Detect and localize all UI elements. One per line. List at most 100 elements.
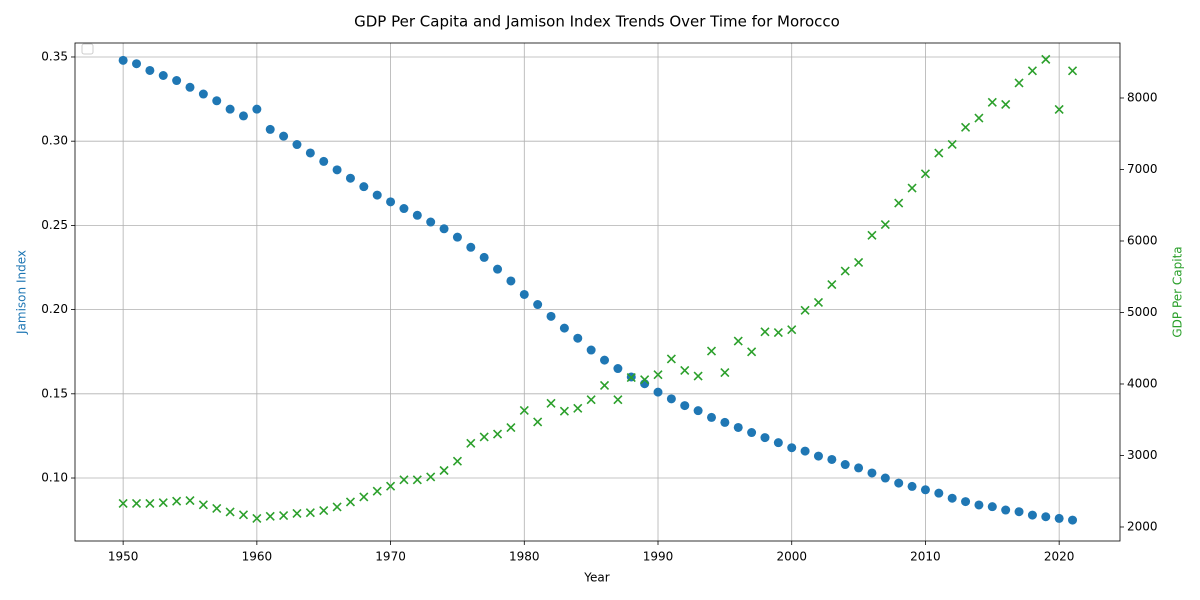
jamison-marker [1027, 510, 1037, 520]
gdp-marker [773, 327, 783, 338]
x-tick-label: 1990 [643, 550, 674, 564]
jamison-marker [747, 428, 757, 438]
jamison-marker [987, 502, 997, 512]
gdp-marker [292, 508, 302, 518]
jamison-marker [720, 417, 730, 427]
y-tick-label: 0.20 [41, 302, 68, 316]
plot-frame [74, 42, 1121, 542]
jamison-marker [733, 422, 743, 432]
jamison-marker [332, 165, 342, 175]
jamison-marker [172, 76, 182, 86]
jamison-marker [854, 463, 864, 473]
jamison-marker [479, 252, 489, 262]
jamison-marker [386, 197, 396, 207]
jamison-marker [840, 460, 850, 470]
y2-tick-label: 8000 [1127, 90, 1158, 104]
jamison-marker [158, 71, 168, 81]
jamison-marker [961, 497, 971, 507]
gdp-marker [279, 510, 289, 521]
gdp-marker [426, 472, 436, 482]
jamison-marker [934, 488, 944, 498]
gdp-marker [854, 257, 864, 268]
y-tick-label: 0.25 [41, 218, 68, 232]
jamison-marker [118, 55, 128, 65]
y-axis-label: Jamison Index [15, 250, 29, 335]
gdp-marker [198, 500, 208, 510]
jamison-marker [132, 59, 142, 69]
gdp-marker [613, 395, 623, 405]
jamison-marker [533, 300, 543, 310]
jamison-marker [546, 311, 556, 321]
gdp-marker [894, 198, 904, 208]
jamison-marker [653, 387, 663, 397]
gdp-marker [760, 327, 770, 337]
gdp-marker [359, 492, 369, 502]
jamison-marker [466, 242, 476, 252]
jamison-marker [412, 210, 422, 220]
gdp-marker [706, 346, 717, 356]
jamison-marker [198, 89, 208, 99]
y-tick-label: 0.35 [41, 49, 68, 63]
jamison-marker [265, 124, 275, 134]
gdp-marker [492, 429, 503, 439]
gdp-marker [332, 502, 342, 512]
y-tick-label: 0.15 [41, 386, 68, 400]
gdp-marker [907, 183, 917, 193]
jamison-marker [1014, 507, 1024, 517]
gdp-marker [1001, 99, 1011, 109]
x-tick-label: 2000 [776, 550, 807, 564]
jamison-marker [1054, 513, 1064, 523]
gdp-marker [158, 498, 168, 508]
gdp-marker [626, 372, 636, 383]
gdp-marker [867, 230, 877, 240]
gdp-marker [466, 438, 476, 448]
gdp-marker [412, 475, 422, 485]
gdp-marker [720, 367, 730, 378]
jamison-marker [238, 111, 248, 121]
gdp-marker [533, 417, 543, 427]
y2-tick-label: 2000 [1127, 519, 1158, 533]
gdp-marker [974, 113, 984, 123]
gdp-marker [800, 305, 810, 315]
gdp-marker [372, 486, 382, 496]
jamison-marker [559, 323, 569, 333]
jamison-marker [506, 276, 516, 286]
gdp-marker [145, 498, 155, 508]
jamison-marker [372, 190, 382, 200]
x-tick-label: 2010 [910, 550, 941, 564]
jamison-marker [867, 468, 877, 478]
jamison-marker [519, 289, 529, 299]
gdp-marker [747, 347, 757, 357]
jamison-marker [787, 443, 797, 453]
gdp-marker [1054, 104, 1064, 114]
jamison-marker [974, 500, 984, 510]
jamison-marker [827, 454, 837, 464]
jamison-marker [573, 333, 583, 343]
gdp-marker [813, 297, 824, 308]
gdp-marker [987, 97, 997, 107]
jamison-marker [706, 412, 716, 422]
jamison-marker [947, 493, 957, 503]
gdp-marker [386, 481, 396, 491]
jamison-marker [319, 156, 329, 166]
x-tick-label: 1980 [509, 550, 540, 564]
y2-tick-label: 4000 [1127, 376, 1158, 390]
gdp-marker [172, 496, 182, 506]
gdp-marker [1027, 66, 1037, 76]
gdp-marker [118, 498, 128, 508]
x-tick-label: 1950 [108, 550, 139, 564]
gdp-marker [880, 219, 890, 230]
jamison-marker [1068, 515, 1078, 525]
y2-tick-label: 5000 [1127, 305, 1158, 319]
jamison-marker [666, 394, 676, 404]
y2-tick-label: 6000 [1127, 233, 1158, 247]
y2-tick-label: 7000 [1127, 162, 1158, 176]
jamison-marker [680, 401, 690, 411]
gdp-marker [599, 380, 610, 390]
jamison-marker [399, 204, 409, 214]
jamison-marker [252, 104, 262, 114]
gdp-marker [787, 325, 797, 335]
gdp-marker [185, 495, 195, 506]
gdp-marker [693, 371, 703, 381]
